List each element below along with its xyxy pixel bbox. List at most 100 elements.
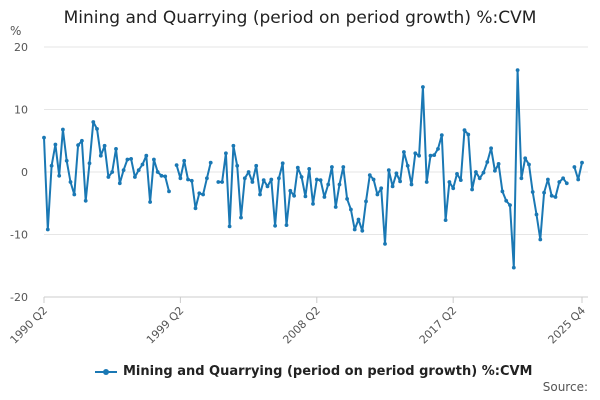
- data-point: [208, 160, 213, 165]
- data-point: [121, 168, 126, 173]
- data-point: [458, 178, 463, 183]
- data-point: [201, 192, 206, 197]
- data-point: [413, 151, 418, 156]
- data-point: [95, 126, 99, 131]
- data-point: [224, 151, 228, 156]
- data-point: [231, 143, 236, 148]
- data-point: [299, 175, 304, 179]
- data-point: [303, 194, 308, 199]
- data-point: [561, 176, 565, 181]
- data-point: [159, 173, 164, 178]
- data-point: [466, 132, 471, 137]
- data-point: [288, 188, 293, 193]
- data-point: [273, 223, 277, 228]
- data-point: [307, 167, 312, 171]
- data-point: [508, 203, 512, 208]
- data-point: [530, 190, 535, 194]
- data-point: [564, 181, 569, 186]
- data-point: [553, 195, 558, 199]
- series-line-segment: [43, 121, 170, 231]
- data-point: [443, 218, 448, 223]
- data-point: [68, 180, 73, 184]
- data-point: [489, 146, 493, 151]
- data-point: [493, 168, 497, 173]
- data-point: [390, 184, 395, 189]
- data-point: [246, 170, 251, 174]
- data-point: [182, 158, 187, 163]
- data-point: [576, 177, 581, 182]
- data-point: [511, 265, 516, 270]
- data-point: [106, 175, 111, 179]
- data-point: [451, 186, 456, 191]
- data-point: [87, 161, 92, 166]
- data-point: [337, 182, 342, 187]
- data-point: [186, 177, 190, 182]
- data-point: [386, 168, 391, 173]
- data-point: [91, 120, 96, 124]
- x-axis: 1990 Q2 1999 Q2 2008 Q2 2017 Q2 2025 Q4: [8, 296, 589, 347]
- data-point: [205, 176, 209, 181]
- x-tick-label: 1999 Q2: [144, 304, 187, 347]
- data-point: [295, 165, 300, 170]
- data-point: [57, 173, 62, 178]
- data-point: [474, 170, 478, 174]
- data-point: [42, 135, 46, 140]
- data-point: [330, 165, 334, 169]
- data-point: [167, 189, 171, 194]
- data-point: [432, 153, 437, 158]
- y-axis-label: %: [10, 24, 21, 38]
- source-credit[interactable]: Source:: [542, 380, 588, 394]
- data-point: [98, 153, 103, 158]
- data-point: [189, 178, 194, 183]
- data-point: [83, 198, 88, 203]
- data-point: [322, 195, 327, 199]
- data-point: [261, 178, 266, 183]
- data-point: [178, 176, 183, 181]
- data-point: [345, 197, 349, 201]
- data-point: [136, 168, 141, 173]
- data-point: [519, 176, 524, 181]
- series-points: [42, 68, 584, 270]
- data-point: [133, 175, 137, 179]
- gridlines: [44, 46, 588, 298]
- series-line-segment: [573, 162, 583, 181]
- data-point: [45, 227, 50, 232]
- chart-title: Mining and Quarrying (period on period g…: [63, 8, 537, 28]
- data-point: [341, 165, 346, 169]
- data-point: [402, 150, 406, 154]
- legend[interactable]: Mining and Quarrying (period on period g…: [95, 364, 532, 379]
- data-point: [326, 182, 331, 187]
- data-point: [439, 133, 444, 138]
- y-axis: -20 -10 0 10 20%: [10, 24, 28, 304]
- data-point: [102, 143, 107, 148]
- x-tick-label: 2017 Q2: [417, 304, 460, 347]
- data-point: [580, 160, 584, 165]
- data-point: [140, 162, 145, 167]
- legend-line-marker-icon: [95, 366, 117, 378]
- data-point: [117, 181, 122, 186]
- data-point: [318, 178, 323, 183]
- data-point: [424, 180, 429, 184]
- data-point: [349, 207, 353, 212]
- data-point: [356, 217, 361, 222]
- data-point: [436, 147, 440, 151]
- data-point: [542, 190, 546, 195]
- data-point: [242, 176, 247, 181]
- data-point: [292, 193, 296, 198]
- legend-label: Mining and Quarrying (period on period g…: [123, 364, 533, 379]
- x-tick-label: 2025 Q4: [546, 304, 589, 347]
- y-tick-label: 0: [21, 166, 28, 179]
- data-point: [455, 172, 459, 176]
- data-point: [481, 170, 486, 175]
- data-point: [197, 191, 202, 196]
- data-point: [470, 187, 474, 192]
- y-tick-label: 10: [14, 104, 28, 117]
- data-point: [417, 153, 421, 158]
- data-point: [258, 192, 262, 197]
- x-tick-label: 2008 Q2: [280, 304, 323, 347]
- data-point: [110, 170, 115, 174]
- data-point: [235, 163, 240, 168]
- data-point: [280, 161, 285, 166]
- data-point: [375, 192, 380, 197]
- data-point: [527, 162, 531, 167]
